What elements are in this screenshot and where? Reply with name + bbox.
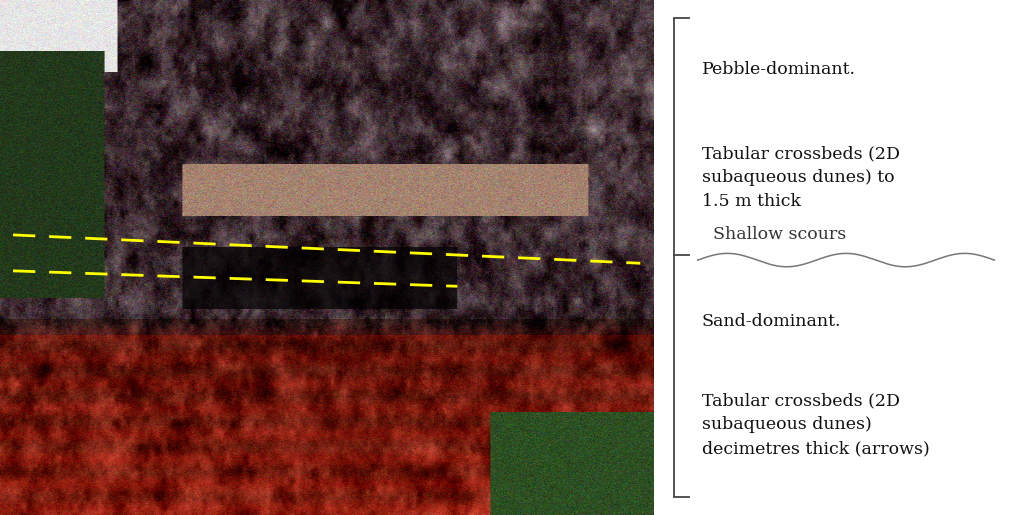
Text: Pebble-dominant.: Pebble-dominant. xyxy=(701,61,855,78)
Text: Tabular crossbeds (2D
subaqueous dunes) to
1.5 m thick: Tabular crossbeds (2D subaqueous dunes) … xyxy=(701,145,899,210)
Text: Shallow scours: Shallow scours xyxy=(713,226,846,243)
Text: Tabular crossbeds (2D
subaqueous dunes)
decimetres thick (arrows): Tabular crossbeds (2D subaqueous dunes) … xyxy=(701,392,929,457)
Text: Sand-dominant.: Sand-dominant. xyxy=(701,313,841,331)
